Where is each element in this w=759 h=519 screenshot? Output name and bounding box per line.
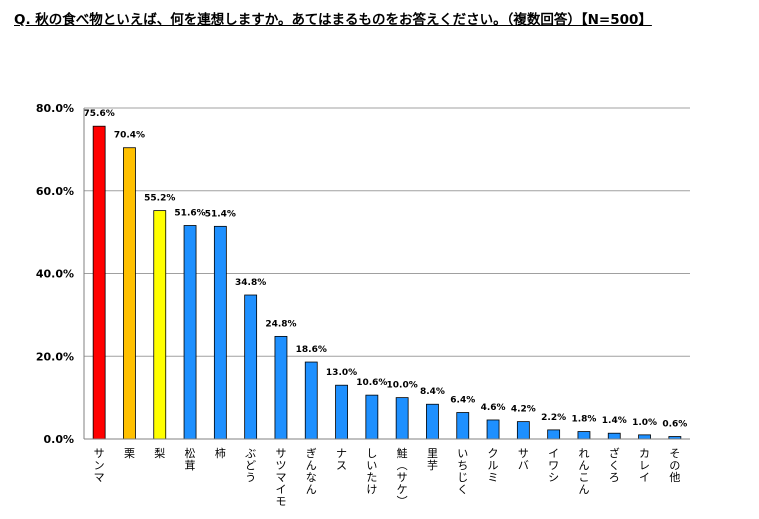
data-label: 10.0% bbox=[387, 381, 418, 391]
x-category-label: サバ bbox=[518, 447, 529, 472]
data-label: 6.4% bbox=[450, 396, 475, 406]
bars bbox=[92, 125, 682, 440]
y-tick-label: 20.0% bbox=[36, 350, 74, 363]
x-category-label: 梨 bbox=[154, 446, 165, 460]
data-label: 10.6% bbox=[356, 378, 387, 388]
bar bbox=[607, 432, 621, 440]
data-label: 4.6% bbox=[481, 403, 506, 413]
data-label: 0.6% bbox=[662, 420, 687, 430]
data-label: 51.4% bbox=[205, 209, 236, 219]
x-category-label: 松茸 bbox=[185, 446, 196, 472]
bar bbox=[365, 394, 379, 440]
data-label: 1.8% bbox=[571, 415, 596, 425]
data-label: 18.6% bbox=[296, 345, 327, 355]
x-category-label: 柿 bbox=[215, 446, 226, 460]
x-category-label: クルミ bbox=[488, 447, 499, 484]
x-category-label: しいたけ bbox=[366, 447, 377, 496]
data-label: 4.2% bbox=[511, 405, 536, 415]
data-label: 34.8% bbox=[235, 278, 266, 288]
x-category-label: ざくろ bbox=[609, 446, 620, 484]
y-tick-label: 60.0% bbox=[36, 185, 74, 198]
bar bbox=[153, 210, 167, 440]
bar bbox=[456, 412, 470, 440]
x-category-label: サツマイモ bbox=[275, 447, 286, 508]
data-label: 1.4% bbox=[602, 416, 627, 426]
x-category-label: 里芋 bbox=[427, 447, 438, 472]
data-label: 2.2% bbox=[541, 413, 566, 423]
x-category-label: その他 bbox=[669, 447, 680, 484]
bar bbox=[577, 431, 591, 440]
x-category-label: ぶどう bbox=[245, 447, 256, 484]
y-axis-ticks: 0.0% 20.0% 40.0% 60.0% 80.0% bbox=[36, 102, 74, 446]
data-label: 55.2% bbox=[144, 194, 175, 204]
data-label: 8.4% bbox=[420, 387, 445, 397]
bar bbox=[335, 384, 348, 440]
data-label: 75.6% bbox=[84, 109, 115, 119]
question-title: Q. 秋の食べ物といえば、何を連想しますか。あてはまるものをお答えください。（複… bbox=[14, 12, 652, 28]
data-label: 51.6% bbox=[174, 209, 205, 219]
x-category-label: サンマ bbox=[94, 447, 105, 484]
bar bbox=[183, 225, 197, 440]
bar bbox=[244, 294, 258, 440]
data-label: 13.0% bbox=[326, 368, 357, 378]
bar bbox=[638, 434, 651, 440]
x-category-label: れんこん bbox=[578, 447, 589, 496]
bar bbox=[304, 361, 318, 440]
x-category-label: 栗 bbox=[124, 447, 135, 460]
x-axis-categories: サンマ 栗 梨 松茸 柿 ぶどう サツマイモ ぎんなん ナス しいたけ 鮭︵サケ︶ 里芋 いちじく クルミ… bbox=[94, 446, 681, 508]
bar bbox=[426, 403, 439, 440]
x-category-label: ぎんなん bbox=[306, 446, 317, 496]
x-category-label: 鮭︵サケ︶ bbox=[397, 446, 408, 508]
grid-lines bbox=[84, 107, 690, 357]
y-tick-label: 0.0% bbox=[43, 433, 74, 446]
data-label: 1.0% bbox=[632, 418, 657, 428]
y-tick-label: 80.0% bbox=[36, 102, 74, 115]
x-category-label: いちじく bbox=[457, 447, 468, 496]
x-category-label: イワシ bbox=[548, 447, 559, 484]
y-tick-label: 40.0% bbox=[36, 268, 74, 281]
bar bbox=[274, 335, 288, 440]
bar bbox=[516, 421, 530, 440]
bar bbox=[123, 147, 136, 440]
bar bbox=[213, 225, 227, 440]
data-label: 24.8% bbox=[265, 319, 296, 329]
data-labels: 75.6% 70.4% 55.2% 51.6% 51.4% 34.8% 24.8% 18.6%… bbox=[84, 109, 688, 429]
bar bbox=[486, 419, 500, 440]
x-category-label: ナス bbox=[336, 447, 347, 472]
x-category-label: カレイ bbox=[639, 447, 650, 484]
bar bbox=[395, 397, 409, 440]
data-label: 70.4% bbox=[114, 131, 145, 141]
bar bbox=[547, 429, 561, 440]
bar bbox=[92, 125, 106, 440]
